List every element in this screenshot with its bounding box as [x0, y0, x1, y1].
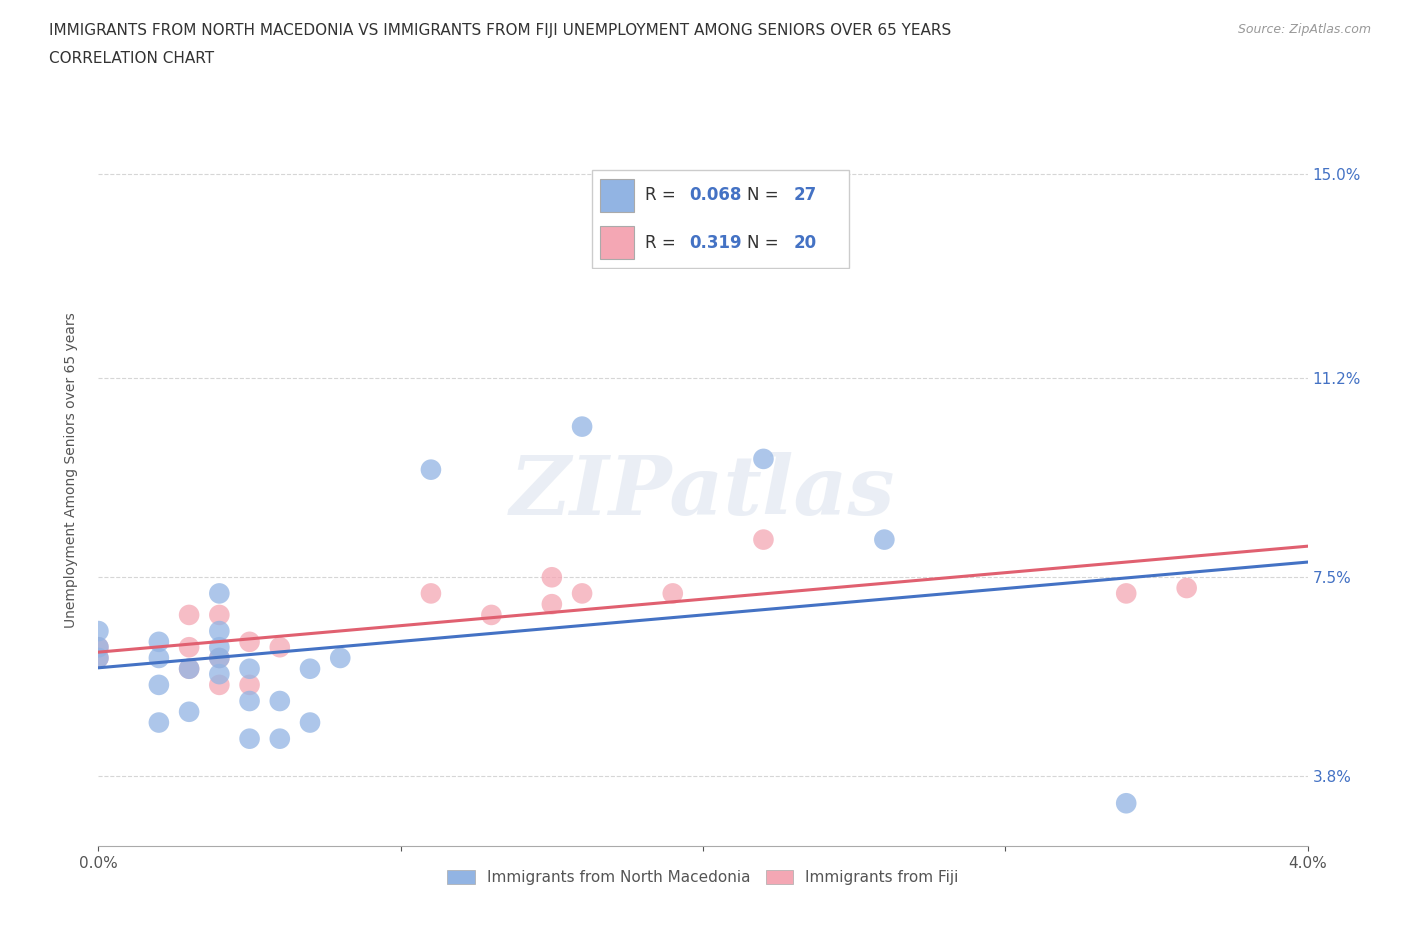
Point	[239, 661, 262, 676]
Point	[208, 586, 231, 601]
Point	[299, 661, 322, 676]
Point	[179, 704, 201, 719]
Point	[329, 651, 352, 666]
Point	[179, 640, 201, 655]
Point	[752, 451, 775, 466]
Point	[540, 597, 562, 612]
Text: N =: N =	[747, 186, 783, 205]
Point	[752, 532, 775, 547]
FancyBboxPatch shape	[592, 170, 849, 268]
Point	[208, 607, 231, 622]
Point	[239, 731, 262, 746]
Point	[87, 651, 110, 666]
Point	[208, 651, 231, 666]
Point	[571, 419, 593, 434]
Point	[208, 667, 231, 682]
Text: 0.319: 0.319	[689, 233, 742, 252]
Point	[269, 731, 291, 746]
Point	[208, 624, 231, 639]
Legend: Immigrants from North Macedonia, Immigrants from Fiji: Immigrants from North Macedonia, Immigra…	[441, 864, 965, 891]
Point	[239, 634, 262, 649]
Point	[239, 694, 262, 709]
Y-axis label: Unemployment Among Seniors over 65 years: Unemployment Among Seniors over 65 years	[63, 312, 77, 628]
Point	[87, 640, 110, 655]
Point	[481, 607, 503, 622]
Point	[148, 677, 170, 692]
Point	[269, 694, 291, 709]
Point	[873, 532, 896, 547]
Point	[179, 607, 201, 622]
Point	[420, 586, 443, 601]
Point	[148, 715, 170, 730]
Point	[1115, 796, 1137, 811]
Point	[269, 640, 291, 655]
Point	[420, 462, 443, 477]
Point	[87, 651, 110, 666]
FancyBboxPatch shape	[600, 226, 634, 259]
Text: Source: ZipAtlas.com: Source: ZipAtlas.com	[1237, 23, 1371, 36]
Point	[208, 651, 231, 666]
Text: R =: R =	[645, 186, 681, 205]
Text: ZIPatlas: ZIPatlas	[510, 452, 896, 532]
Point	[661, 586, 683, 601]
Text: CORRELATION CHART: CORRELATION CHART	[49, 51, 214, 66]
Text: IMMIGRANTS FROM NORTH MACEDONIA VS IMMIGRANTS FROM FIJI UNEMPLOYMENT AMONG SENIO: IMMIGRANTS FROM NORTH MACEDONIA VS IMMIG…	[49, 23, 952, 38]
Point	[87, 624, 110, 639]
Point	[1115, 586, 1137, 601]
Point	[540, 570, 562, 585]
Point	[179, 661, 201, 676]
Text: 20: 20	[794, 233, 817, 252]
Point	[239, 677, 262, 692]
Point	[299, 715, 322, 730]
FancyBboxPatch shape	[600, 179, 634, 212]
Point	[148, 651, 170, 666]
Point	[571, 586, 593, 601]
Point	[148, 634, 170, 649]
Text: R =: R =	[645, 233, 686, 252]
Point	[179, 661, 201, 676]
Point	[87, 640, 110, 655]
Text: 27: 27	[794, 186, 817, 205]
Point	[208, 677, 231, 692]
Text: 0.068: 0.068	[689, 186, 741, 205]
Text: N =: N =	[747, 233, 783, 252]
Point	[208, 640, 231, 655]
Point	[1175, 580, 1198, 595]
